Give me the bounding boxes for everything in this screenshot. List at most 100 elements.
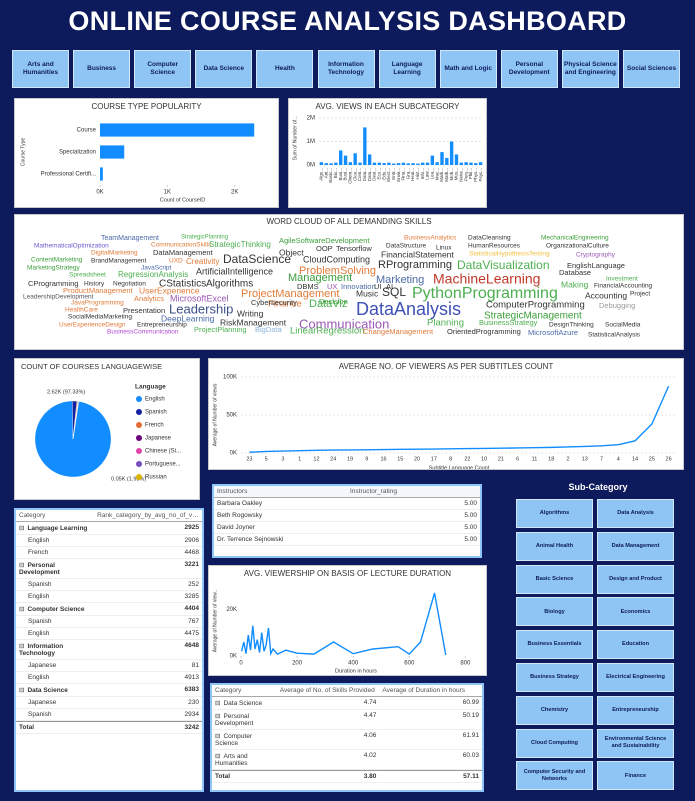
word: MarketingStrategy — [27, 265, 80, 272]
slicer-button[interactable]: Education — [597, 630, 674, 660]
bar — [100, 145, 125, 159]
table-cell: 3285 — [184, 593, 199, 600]
table-row: Category Rank_category_by_avg_no_of_views — [16, 510, 202, 522]
table-row: Total 3.80 57.11 — [212, 770, 482, 783]
x-tick-label: 15 — [397, 456, 403, 462]
table-cell: 4.02 — [363, 752, 377, 759]
nav-button[interactable]: Arts and Humanities — [12, 50, 69, 88]
word: CommunicationSkills — [151, 242, 212, 249]
word: JavaProgramming — [71, 300, 124, 307]
bar — [372, 162, 377, 165]
word: BusinessCommunication — [107, 329, 179, 336]
table-cell: English — [28, 630, 50, 637]
panel: COURSE TYPE POPULARITY Count of CourseID C… — [14, 98, 279, 208]
bar — [100, 123, 255, 137]
bar — [339, 150, 343, 165]
word-cloud: WORD CLOUD OF ALL DEMANDING SKILLS TeamMa… — [23, 217, 653, 339]
bar — [396, 163, 401, 165]
x-tick-label: 25 — [649, 456, 655, 462]
y-tick-label: 0M — [307, 163, 315, 169]
nav-button[interactable]: Business — [73, 50, 131, 88]
slicer-button[interactable]: Cloud Computing — [516, 728, 593, 758]
bar — [478, 162, 483, 165]
slicer-button[interactable]: Animal Health — [516, 531, 593, 561]
x-axis-label: Subtitle Language Count — [429, 465, 490, 469]
x-tick-label: 1 — [298, 456, 301, 462]
word: LeadershipDevelopment — [23, 294, 94, 301]
x-tick-label: 19 — [347, 456, 353, 462]
word: PythonProgramming — [412, 285, 558, 302]
table-row: Data Science 4.74 60.99 — [212, 697, 482, 710]
slicer-button[interactable]: Basic Science — [516, 564, 593, 594]
x-tick-label: 22 — [464, 456, 470, 462]
bar — [377, 162, 381, 165]
bar — [425, 162, 430, 165]
nav-button[interactable]: Social Sciences — [623, 50, 680, 88]
table-cell: English — [28, 593, 50, 600]
word: ChangeManagement — [363, 327, 434, 336]
table-cell: Instructor_rating — [350, 488, 397, 495]
slicer-button[interactable]: Business Strategy — [516, 663, 593, 692]
slicer-button[interactable]: Electrical Engineering — [597, 663, 674, 692]
nav-button[interactable]: Personal Development — [500, 50, 558, 88]
word: MicrosoftAzure — [528, 328, 578, 337]
word: ContentMarketing — [31, 257, 83, 264]
legend-swatch — [136, 461, 142, 467]
table-row: Barbara Oakley 5.00 — [214, 498, 480, 510]
table-cell: Average of No. of Skills Provided — [279, 687, 375, 694]
word: DigitalMarketing — [91, 250, 138, 257]
legend-label: Spanish — [145, 410, 167, 416]
nav-button[interactable]: Math and Logic — [439, 50, 497, 88]
nav-button[interactable]: Information Technology — [317, 50, 375, 88]
word: Entrepreneurship — [137, 322, 187, 329]
x-tick-label: 7 — [600, 456, 603, 462]
table-row: Category Average of No. of Skills Provide… — [212, 685, 482, 697]
panel: AVERAGE NO. OF VIEWERS AS PER SUBTITLES … — [208, 358, 684, 470]
x-tick-label: Eco... — [376, 168, 381, 180]
x-tick-label: Heal... — [410, 168, 415, 181]
word: Planning — [427, 318, 464, 329]
slicer-button[interactable]: Design and Product — [597, 564, 674, 594]
x-tick-label: Desi... — [372, 168, 377, 181]
table-row: Japanese 230 — [16, 697, 202, 709]
legend-label: Russian — [145, 475, 167, 481]
x-tick-label: 9 — [365, 456, 368, 462]
x-tick-label: 3 — [281, 456, 284, 462]
table-cell: 252 — [188, 581, 199, 588]
word: Spreadsheet — [69, 272, 106, 279]
chart: AVERAGE NO. OF VIEWERS AS PER SUBTITLES … — [212, 362, 677, 469]
slicer-button[interactable]: Data Management — [597, 531, 674, 561]
nav-button[interactable]: Data Science — [195, 50, 253, 88]
slicer-button[interactable]: Computer Security and Networks — [516, 761, 593, 791]
slicer-button[interactable]: Finance — [597, 761, 674, 791]
word: BigData — [255, 325, 283, 334]
x-tick-label: 13 — [582, 456, 588, 462]
slicer-button[interactable]: Entrepreneurship — [597, 695, 674, 725]
slicer-button[interactable]: Biology — [516, 597, 593, 627]
x-tick-label: Mark... — [439, 168, 444, 182]
word: DataCleansing — [468, 235, 511, 242]
nav-button[interactable]: Language Learning — [378, 50, 436, 88]
word: UX — [327, 282, 337, 291]
nav-button[interactable]: Computer Science — [134, 50, 192, 88]
word: ProjectManagement — [241, 288, 339, 300]
slicer-button[interactable]: Algorithms — [516, 499, 593, 528]
word: MicrosoftExcel — [170, 293, 229, 303]
x-tick-label: 2 — [566, 456, 569, 462]
table-cell: 4913 — [184, 674, 199, 681]
slicer-button[interactable]: Environmental Science and Sustainability — [597, 728, 674, 758]
table-row: Beth Rogowsky 5.00 — [214, 510, 480, 522]
slicer-button[interactable]: Data Analysis — [597, 499, 674, 528]
table-cell: 3.80 — [363, 773, 377, 780]
slicer-button[interactable]: Economics — [597, 597, 674, 627]
word: AI — [386, 282, 393, 291]
nav-button[interactable]: Health — [256, 50, 314, 88]
nav-button[interactable]: Physical Science and Engineering — [561, 50, 619, 88]
slicer-button[interactable]: Business Essentials — [516, 630, 593, 660]
slicer-button[interactable]: Chemistry — [516, 695, 593, 725]
x-tick-label: Fina... — [401, 168, 406, 181]
word: UI — [374, 282, 382, 291]
word: StrategicManagement — [484, 311, 582, 322]
word: MachineLearning — [433, 271, 540, 287]
slicer-title: Sub-Category — [568, 482, 628, 492]
